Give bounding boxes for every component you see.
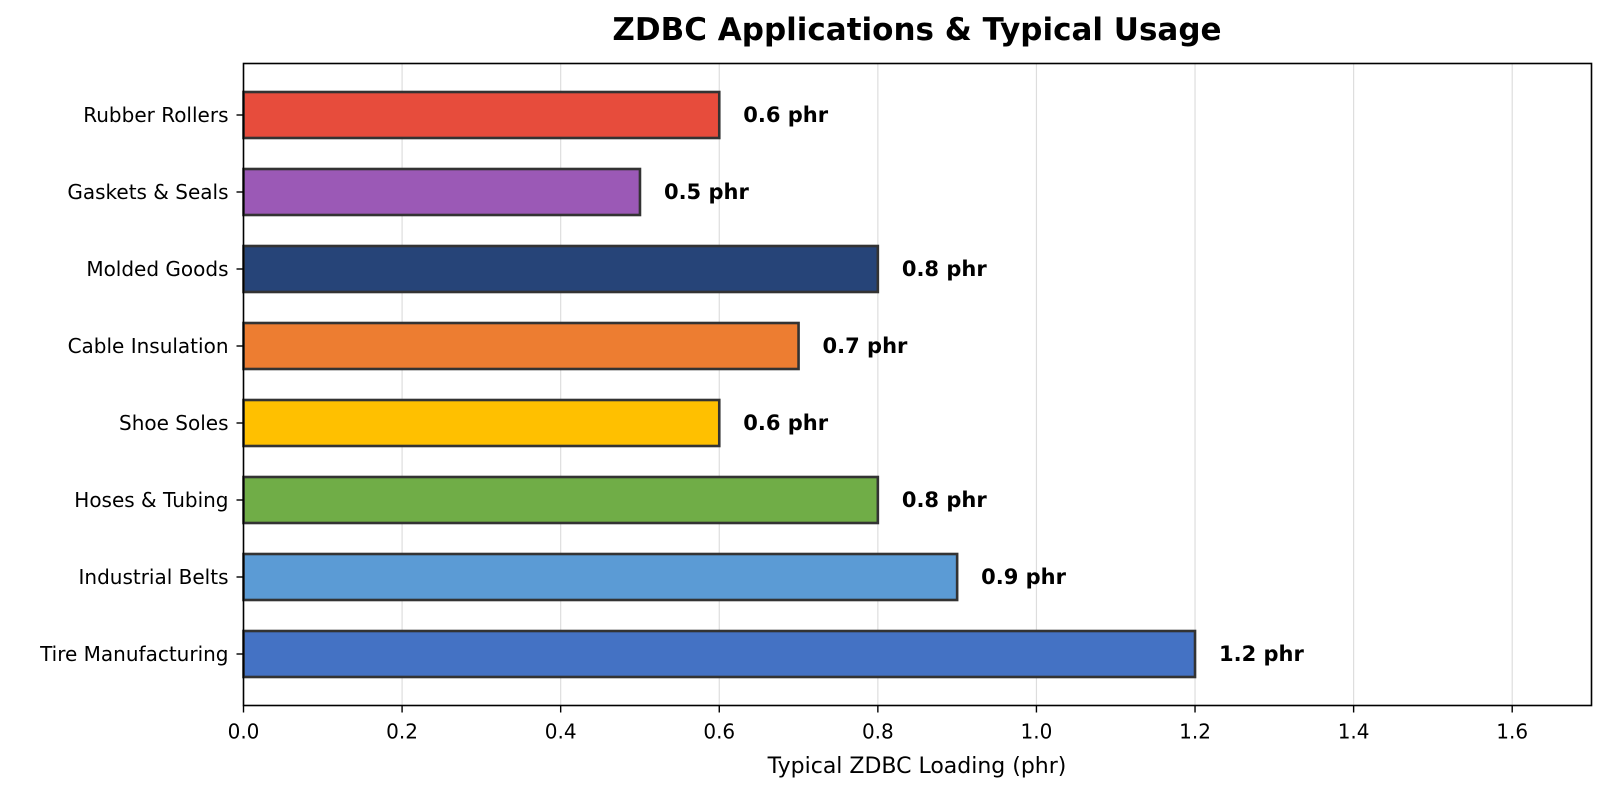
bar	[242, 244, 880, 294]
plot-frame	[242, 62, 1593, 707]
x-tick-label: 0.8	[862, 720, 894, 744]
data-label: 0.8 phr	[902, 257, 987, 281]
x-tick-label: 1.4	[1338, 720, 1370, 744]
y-tick-label: Molded Goods	[86, 257, 228, 281]
x-tick-label: 1.2	[1179, 720, 1211, 744]
data-label: 0.6 phr	[743, 411, 828, 435]
bars	[242, 90, 1197, 679]
y-axis-ticks: Tire Manufacturing Industrial Belts Hoses …	[39, 103, 244, 666]
grid-lines	[401, 63, 1513, 706]
data-label: 1.2 phr	[1219, 642, 1304, 666]
bar	[242, 475, 880, 525]
y-tick-label: Hoses & Tubing	[74, 488, 228, 512]
data-label: 0.5 phr	[664, 180, 749, 204]
data-label: 0.6 phr	[743, 103, 828, 127]
y-tick-label: Cable Insulation	[68, 334, 229, 358]
y-tick-label: Rubber Rollers	[83, 103, 228, 127]
data-label: 0.9 phr	[981, 565, 1066, 589]
bar	[242, 167, 642, 217]
bar	[242, 552, 959, 602]
data-label: 0.7 phr	[823, 334, 908, 358]
bar	[242, 321, 800, 371]
chart-title: ZDBC Applications & Typical Usage	[612, 12, 1221, 48]
x-tick-label: 0.2	[386, 720, 418, 744]
x-tick-label: 0.0	[228, 720, 260, 744]
bar	[242, 90, 721, 140]
data-label: 0.8 phr	[902, 488, 987, 512]
x-tick-label: 1.6	[1496, 720, 1528, 744]
data-labels: 1.2 phr 0.9 phr 0.8 phr 0.6 phr 0.7 phr 0.8 p…	[664, 103, 1305, 666]
y-tick-label: Industrial Belts	[79, 565, 229, 589]
x-axis-label: Typical ZDBC Loading (phr)	[767, 754, 1067, 779]
x-tick-label: 0.6	[703, 720, 735, 744]
bar	[242, 398, 721, 448]
y-tick-label: Shoe Soles	[119, 411, 228, 435]
y-tick-label: Tire Manufacturing	[39, 642, 228, 666]
x-tick-label: 0.4	[545, 720, 577, 744]
y-tick-label: Gaskets & Seals	[67, 180, 228, 204]
x-axis-ticks: 0.0 0.2 0.4 0.6 0.8 1.0 1.2 1.4 1.6	[228, 705, 1528, 744]
x-tick-label: 1.0	[1021, 720, 1053, 744]
bar	[242, 629, 1197, 679]
